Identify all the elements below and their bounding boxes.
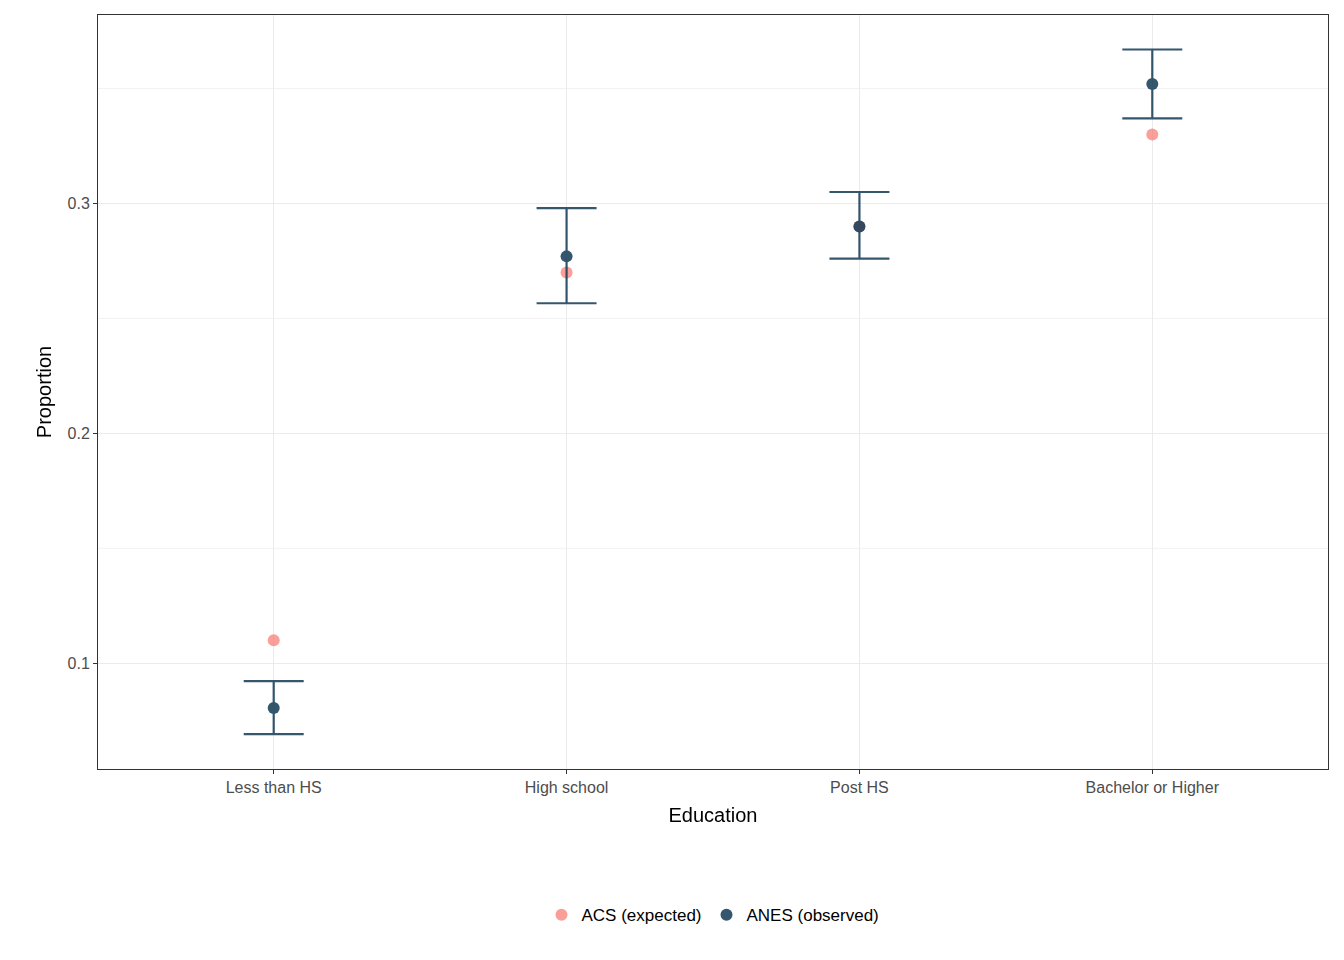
svg-text:Post HS: Post HS — [830, 779, 889, 796]
svg-text:Education: Education — [669, 804, 758, 826]
svg-text:ACS (expected): ACS (expected) — [582, 906, 702, 925]
svg-text:0.1: 0.1 — [68, 655, 90, 672]
svg-text:Proportion: Proportion — [33, 346, 55, 438]
svg-text:Less than HS: Less than HS — [226, 779, 322, 796]
svg-text:Bachelor or Higher: Bachelor or Higher — [1086, 779, 1220, 796]
svg-text:High school: High school — [525, 779, 609, 796]
svg-text:0.2: 0.2 — [68, 425, 90, 442]
svg-text:0.3: 0.3 — [68, 195, 90, 212]
svg-text:ANES (observed): ANES (observed) — [747, 906, 879, 925]
